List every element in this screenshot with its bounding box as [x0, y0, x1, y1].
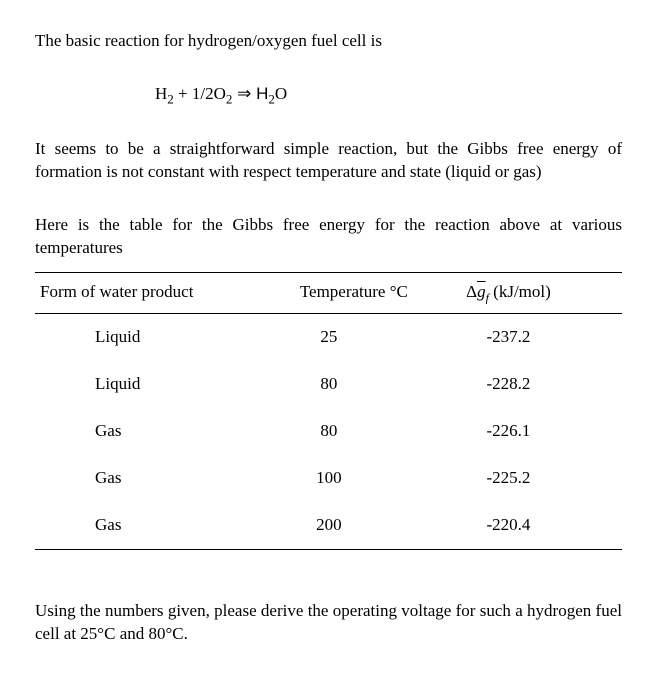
h2o-o: O [275, 84, 287, 103]
table-body: Liquid 25 -237.2 Liquid 80 -228.2 Gas 80… [35, 314, 622, 550]
cell-dg: -226.1 [435, 408, 622, 455]
cell-form: Gas [35, 408, 273, 455]
table-row: Liquid 80 -228.2 [35, 361, 622, 408]
paragraph-1: It seems to be a straightforward simple … [35, 138, 622, 184]
cell-dg: -228.2 [435, 361, 622, 408]
header-temp: Temperature °C [273, 272, 435, 314]
gibbs-table: Form of water product Temperature °C Δgf… [35, 272, 622, 550]
cell-form: Gas [35, 502, 273, 549]
reaction-equation: H2 + 1/2O2 ⇒ H2O [155, 83, 622, 108]
intro-text: The basic reaction for hydrogen/oxygen f… [35, 30, 622, 53]
cell-dg: -237.2 [435, 314, 622, 361]
header-dg: Δgf (kJ/mol) [435, 272, 622, 314]
table-row: Gas 100 -225.2 [35, 455, 622, 502]
cell-form: Liquid [35, 314, 273, 361]
arrow-text: ⇒ H [232, 84, 268, 103]
plus-text: + 1/2O [174, 84, 226, 103]
header-form: Form of water product [35, 272, 273, 314]
cell-form: Liquid [35, 361, 273, 408]
cell-form: Gas [35, 455, 273, 502]
cell-dg: -220.4 [435, 502, 622, 549]
table-row: Gas 80 -226.1 [35, 408, 622, 455]
cell-temp: 200 [273, 502, 435, 549]
cell-temp: 25 [273, 314, 435, 361]
final-paragraph: Using the numbers given, please derive t… [35, 600, 622, 646]
table-row: Liquid 25 -237.2 [35, 314, 622, 361]
delta-symbol: Δ [466, 282, 477, 301]
cell-temp: 80 [273, 408, 435, 455]
table-intro: Here is the table for the Gibbs free ene… [35, 214, 622, 260]
h2-text: H [155, 84, 167, 103]
table-header-row: Form of water product Temperature °C Δgf… [35, 272, 622, 314]
cell-dg: -225.2 [435, 455, 622, 502]
unit-text: (kJ/mol) [489, 282, 551, 301]
table-row: Gas 200 -220.4 [35, 502, 622, 549]
cell-temp: 100 [273, 455, 435, 502]
g-bar: g [477, 282, 486, 301]
cell-temp: 80 [273, 361, 435, 408]
